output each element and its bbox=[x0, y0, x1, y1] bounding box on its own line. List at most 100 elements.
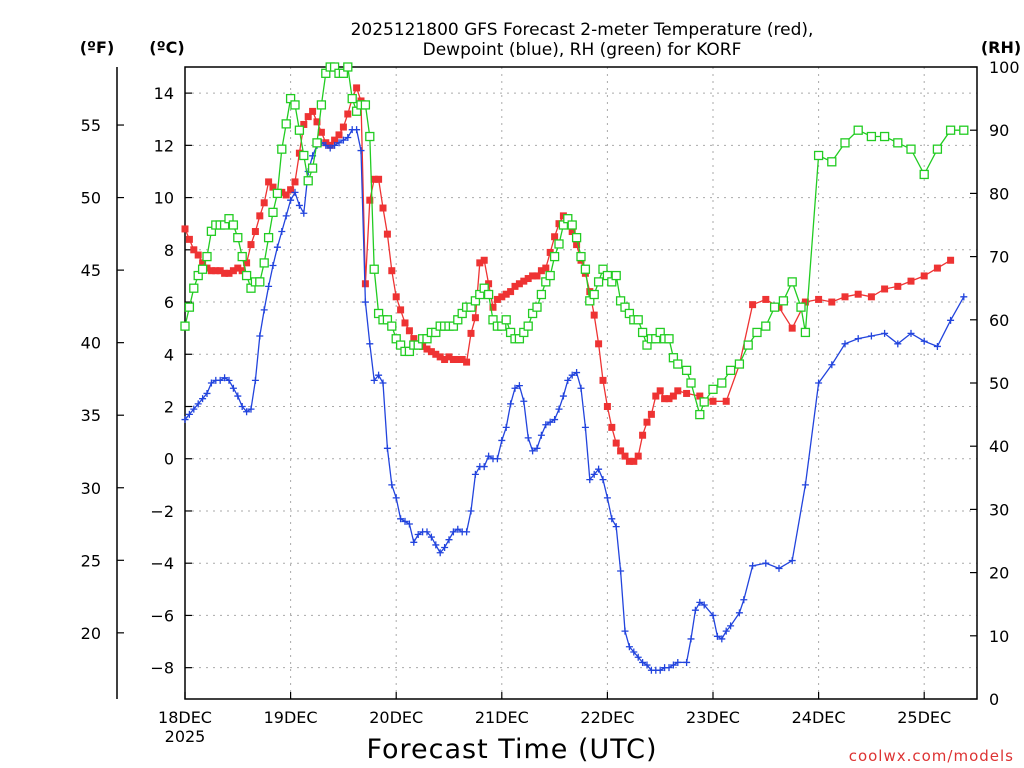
celsius-unit-label: (ºC) bbox=[149, 38, 184, 57]
rh-point bbox=[294, 125, 305, 135]
dewpoint-point bbox=[639, 658, 647, 666]
celsius-tick-label: −4 bbox=[150, 554, 174, 573]
temperature-point bbox=[207, 267, 215, 275]
rh-point bbox=[365, 131, 375, 142]
temperature-point bbox=[335, 131, 343, 139]
celsius-tick-label: 10 bbox=[154, 189, 174, 208]
x-tick-label: 21DEC bbox=[475, 708, 529, 727]
rh-point bbox=[919, 169, 929, 180]
series-dewpoint bbox=[181, 126, 968, 674]
temperature-point bbox=[647, 410, 655, 418]
temperature-point bbox=[260, 199, 268, 207]
rh-point bbox=[906, 144, 916, 154]
temperature-point bbox=[625, 457, 633, 465]
rh-point bbox=[686, 378, 696, 388]
dewpoint-point bbox=[185, 410, 193, 418]
dewpoint-point bbox=[392, 494, 400, 502]
dewpoint-point bbox=[590, 470, 598, 478]
rh-point bbox=[827, 157, 837, 167]
rh-point bbox=[853, 125, 863, 135]
temperature-point bbox=[828, 298, 836, 306]
dewpoint-point bbox=[669, 661, 677, 669]
dewpoint-point bbox=[322, 141, 330, 149]
dewpoint-point bbox=[625, 643, 633, 651]
dewpoint-point bbox=[357, 147, 365, 155]
series-rh bbox=[180, 62, 969, 420]
dewpoint-point bbox=[291, 188, 299, 196]
fahrenheit-tick-label: 40 bbox=[81, 334, 101, 353]
chart-title-line1: 2025121800 GFS Forecast 2-meter Temperat… bbox=[351, 20, 814, 40]
rh-tick-label: 100 bbox=[989, 58, 1020, 77]
rh-point bbox=[761, 321, 771, 331]
dewpoint-point bbox=[749, 562, 757, 570]
rh-point bbox=[307, 163, 318, 173]
temperature-point bbox=[304, 113, 312, 121]
temperature-point bbox=[639, 431, 647, 439]
rh-point bbox=[695, 409, 705, 420]
rh-point bbox=[959, 125, 969, 135]
fahrenheit-tick-label: 45 bbox=[81, 261, 101, 280]
rh-point bbox=[787, 277, 797, 287]
rh-point bbox=[180, 321, 190, 331]
rh-point bbox=[800, 327, 811, 338]
dewpoint-point bbox=[480, 463, 488, 471]
dewpoint-point bbox=[449, 528, 457, 536]
dewpoint-point bbox=[375, 371, 383, 379]
rh-point bbox=[255, 277, 265, 287]
dewpoint-point bbox=[577, 384, 585, 392]
rh-point bbox=[813, 150, 824, 161]
dewpoint-point bbox=[520, 397, 528, 405]
temperature-point bbox=[907, 277, 915, 285]
rh-tick-label: 70 bbox=[989, 248, 1009, 267]
rh-tick-label: 20 bbox=[989, 564, 1009, 583]
fahrenheit-tick-label: 20 bbox=[81, 624, 101, 643]
dewpoint-point bbox=[194, 400, 202, 408]
dewpoint-point bbox=[713, 632, 721, 640]
dewpoint-point bbox=[344, 134, 352, 142]
dewpoint-point bbox=[700, 601, 708, 609]
dewpoint-point bbox=[441, 544, 449, 552]
dewpoint-point bbox=[696, 598, 704, 606]
temperature-point bbox=[243, 259, 251, 267]
temperature-point bbox=[401, 319, 409, 327]
rh-point bbox=[189, 283, 199, 293]
rh-point bbox=[778, 296, 789, 306]
temperature-point bbox=[933, 264, 941, 272]
temperature-point bbox=[375, 175, 383, 183]
temperature-point bbox=[920, 272, 928, 280]
dewpoint-line bbox=[184, 129, 965, 671]
dewpoint-point bbox=[370, 376, 378, 384]
rh-point bbox=[932, 144, 943, 154]
dewpoint-point bbox=[555, 405, 563, 413]
temperature-point bbox=[533, 272, 541, 280]
temperature-point bbox=[251, 228, 259, 236]
temperature-point bbox=[722, 397, 730, 405]
dewpoint-point bbox=[524, 434, 532, 442]
temperature-point bbox=[524, 275, 532, 283]
temperature-point bbox=[634, 452, 642, 460]
rh-point bbox=[272, 188, 283, 199]
rh-point bbox=[708, 384, 718, 394]
temperature-point bbox=[867, 293, 875, 301]
dewpoint-point bbox=[546, 418, 554, 426]
dewpoint-point bbox=[709, 611, 717, 619]
temperature-point bbox=[515, 280, 523, 288]
temperature-point bbox=[502, 290, 510, 298]
rh-point bbox=[259, 258, 269, 268]
rh-point bbox=[866, 131, 877, 142]
temperature-point bbox=[221, 269, 229, 277]
temperature-point bbox=[185, 235, 193, 243]
temperature-point bbox=[247, 241, 255, 249]
temperature-point bbox=[854, 290, 862, 298]
rh-point bbox=[549, 251, 560, 262]
dewpoint-point bbox=[238, 403, 246, 411]
dewpoint-point bbox=[445, 536, 453, 544]
dewpoint-point bbox=[542, 421, 550, 429]
dewpoint-point bbox=[828, 361, 836, 369]
rh-point bbox=[611, 270, 621, 281]
series-temperature bbox=[181, 84, 955, 465]
dewpoint-point bbox=[326, 144, 334, 152]
dewpoint-point bbox=[740, 596, 748, 604]
dewpoint-point bbox=[181, 416, 189, 424]
